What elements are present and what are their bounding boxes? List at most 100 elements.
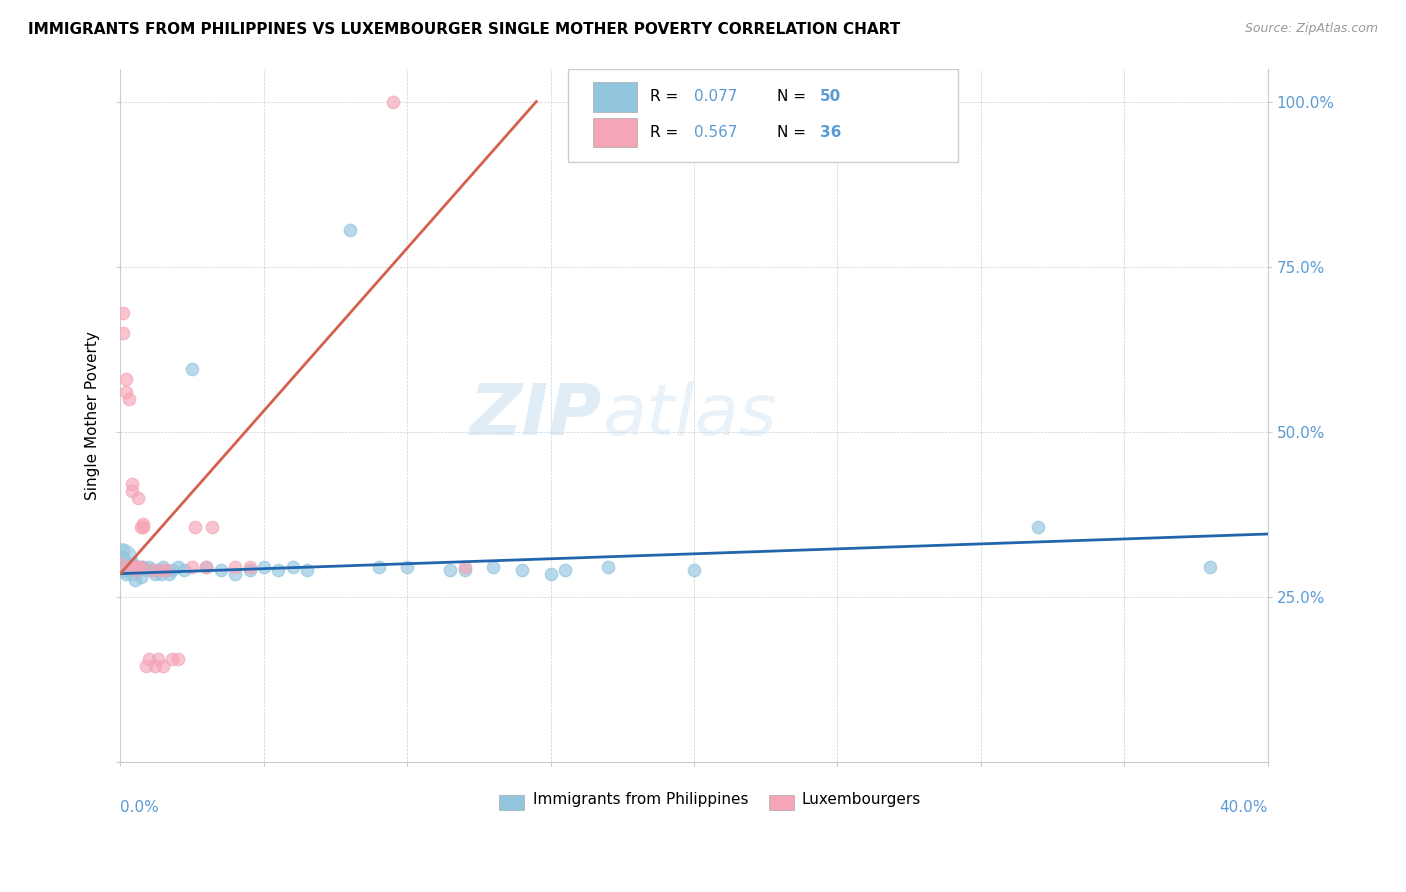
Point — [367, 560, 389, 574]
Text: 0.077: 0.077 — [695, 88, 738, 103]
FancyBboxPatch shape — [593, 82, 637, 112]
Point — [267, 563, 290, 577]
Point — [110, 553, 132, 567]
Point — [439, 563, 461, 577]
Point — [135, 563, 157, 577]
Point — [121, 484, 143, 499]
Point — [396, 560, 419, 574]
FancyBboxPatch shape — [499, 795, 524, 810]
Point — [339, 223, 361, 237]
Point — [110, 560, 132, 574]
Point — [141, 563, 163, 577]
Point — [121, 557, 143, 571]
Point — [115, 560, 138, 574]
Point — [124, 563, 146, 577]
Y-axis label: Single Mother Poverty: Single Mother Poverty — [86, 331, 100, 500]
Point — [143, 566, 166, 581]
Text: ZIP: ZIP — [470, 381, 602, 450]
Text: 36: 36 — [820, 126, 842, 141]
Point — [115, 385, 138, 400]
Point — [115, 372, 138, 386]
Point — [118, 557, 141, 571]
Point — [149, 563, 172, 577]
Point — [132, 520, 155, 534]
Text: 50: 50 — [820, 88, 842, 103]
Text: N =: N = — [776, 88, 811, 103]
Point — [453, 563, 475, 577]
Point — [224, 566, 246, 581]
Point — [152, 560, 174, 574]
Point — [118, 560, 141, 574]
Point — [554, 563, 576, 577]
Point — [160, 563, 183, 577]
Point — [155, 563, 177, 577]
Point — [124, 563, 146, 577]
Point — [135, 659, 157, 673]
Text: 40.0%: 40.0% — [1219, 800, 1268, 815]
Point — [118, 392, 141, 406]
FancyBboxPatch shape — [593, 118, 637, 147]
Point — [112, 550, 135, 565]
Point — [160, 652, 183, 666]
Point — [166, 652, 188, 666]
Point — [112, 543, 135, 558]
Text: R =: R = — [651, 88, 683, 103]
Point — [596, 560, 619, 574]
Point — [127, 560, 149, 574]
Point — [195, 560, 218, 574]
Text: IMMIGRANTS FROM PHILIPPINES VS LUXEMBOURGER SINGLE MOTHER POVERTY CORRELATION CH: IMMIGRANTS FROM PHILIPPINES VS LUXEMBOUR… — [28, 22, 900, 37]
FancyBboxPatch shape — [769, 795, 794, 810]
Point — [1199, 560, 1222, 574]
Point — [149, 566, 172, 581]
Text: 0.567: 0.567 — [695, 126, 738, 141]
Text: atlas: atlas — [602, 381, 778, 450]
Point — [112, 326, 135, 340]
Text: Source: ZipAtlas.com: Source: ZipAtlas.com — [1244, 22, 1378, 36]
Text: 0.0%: 0.0% — [121, 800, 159, 815]
Point — [295, 563, 318, 577]
Point — [152, 659, 174, 673]
Point — [129, 560, 152, 574]
Point — [181, 362, 204, 376]
Point — [121, 477, 143, 491]
Point — [146, 563, 169, 577]
Point — [132, 517, 155, 532]
Point — [173, 563, 195, 577]
Point — [124, 560, 146, 574]
Point — [253, 560, 276, 574]
Text: Immigrants from Philippines: Immigrants from Philippines — [533, 792, 749, 807]
Point — [141, 563, 163, 577]
Point — [143, 659, 166, 673]
Point — [510, 563, 533, 577]
Point — [224, 560, 246, 574]
Point — [115, 566, 138, 581]
Text: R =: R = — [651, 126, 683, 141]
Point — [146, 652, 169, 666]
Point — [540, 566, 562, 581]
Point — [112, 306, 135, 320]
Point — [132, 560, 155, 574]
Point — [129, 560, 152, 574]
Point — [683, 563, 706, 577]
Point — [127, 560, 149, 574]
Point — [110, 557, 132, 571]
Point — [238, 563, 260, 577]
Point — [166, 560, 188, 574]
Point — [201, 520, 224, 534]
Point — [127, 563, 149, 577]
Text: Luxembourgers: Luxembourgers — [801, 792, 921, 807]
Point — [127, 491, 149, 505]
Point — [138, 652, 160, 666]
Point — [138, 560, 160, 574]
Point — [118, 560, 141, 574]
Point — [129, 570, 152, 584]
Point — [181, 560, 204, 574]
Point — [121, 566, 143, 581]
Point — [238, 560, 260, 574]
Point — [124, 573, 146, 587]
Point — [381, 95, 404, 109]
Point — [482, 560, 505, 574]
Point — [1026, 520, 1049, 534]
Point — [195, 560, 218, 574]
Point — [155, 563, 177, 577]
